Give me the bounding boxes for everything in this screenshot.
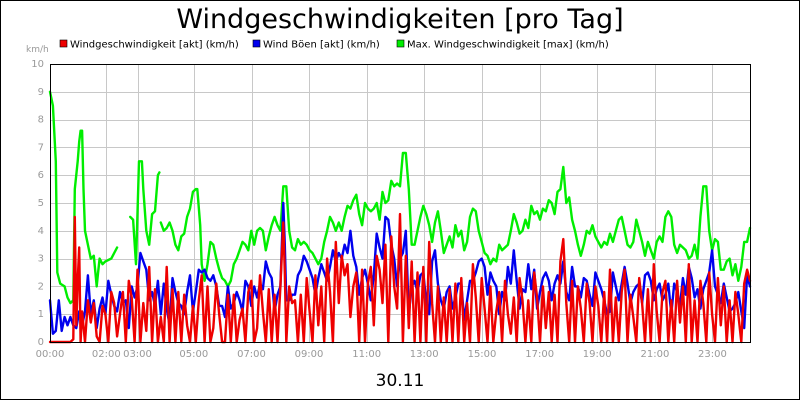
legend: Windgeschwindigkeit [akt] (km/h) Wind Böe… [59, 39, 609, 51]
x-axis-ticks: 00:00 02:00 03:00 05:00 07:00 09:00 11:00 13:00… [36, 349, 727, 360]
y-tick-label: 7 [38, 142, 44, 153]
y-tick-label: 6 [38, 170, 44, 181]
date-label: 30.11 [376, 371, 425, 391]
y-tick-label: 4 [38, 226, 44, 237]
x-tick-label: 17:00 [525, 349, 554, 360]
plot-frame [50, 64, 751, 343]
x-tick-label: 13:00 [410, 349, 439, 360]
y-tick-label: 0 [38, 337, 44, 348]
x-tick-label: 21:00 [640, 349, 669, 360]
legend-label: Wind Böen [akt] (km/h) [263, 40, 380, 51]
legend-label: Max. Windgeschwindigkeit [max] (km/h) [407, 40, 609, 51]
legend-label: Windgeschwindigkeit [akt] (km/h) [70, 40, 239, 51]
series-line-4 [48, 212, 752, 344]
x-tick-label: 11:00 [352, 349, 381, 360]
y-tick-label: 10 [31, 59, 44, 70]
y-tick-label: 1 [38, 309, 44, 320]
x-tick-label: 05:00 [179, 349, 208, 360]
series-line-2 [159, 151, 752, 288]
x-tick-label: 00:00 [36, 349, 65, 360]
x-tick-label: 02:00 [92, 349, 121, 360]
chart-title: Windgeschwindigkeiten [pro Tag] [176, 4, 623, 35]
y-tick-label: 8 [38, 115, 44, 126]
series-lines [48, 90, 752, 344]
y-tick-label: 2 [38, 281, 44, 292]
x-tick-label: 07:00 [237, 349, 266, 360]
legend-swatch [252, 39, 261, 48]
series-line-1 [129, 160, 161, 266]
y-tick-label: 5 [38, 198, 44, 209]
x-tick-label: 23:00 [698, 349, 727, 360]
legend-swatch [396, 39, 405, 48]
y-axis-ticks: 0 1 2 3 4 5 6 7 8 9 10 [31, 59, 44, 348]
x-tick-label: 09:00 [295, 349, 324, 360]
series-line-0 [48, 90, 119, 305]
x-tick-label: 19:00 [583, 349, 612, 360]
legend-swatch [59, 39, 68, 48]
y-axis-unit-label: km/h [26, 45, 49, 55]
x-tick-label: 15:00 [468, 349, 497, 360]
x-tick-label: 03:00 [123, 349, 152, 360]
y-tick-label: 3 [38, 254, 44, 265]
y-tick-label: 9 [38, 87, 44, 98]
